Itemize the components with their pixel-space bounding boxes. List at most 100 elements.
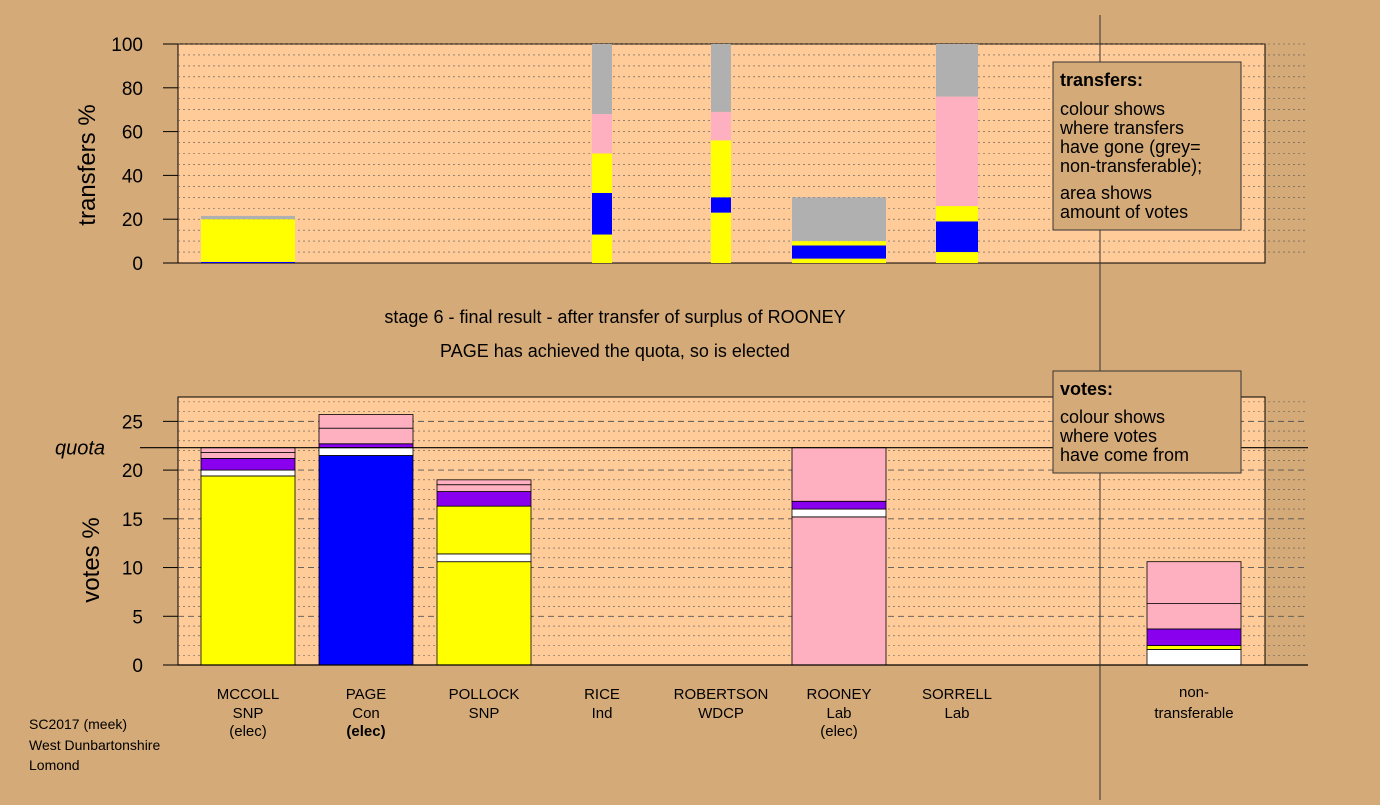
transfer-segment xyxy=(592,153,612,193)
transfer-segment xyxy=(592,114,612,154)
vote-segment xyxy=(791,447,887,502)
transfer-segment xyxy=(711,140,731,198)
vote-segment xyxy=(436,491,532,507)
vote-segment xyxy=(200,469,296,477)
vote-segment xyxy=(200,447,296,453)
vote-segment xyxy=(791,516,887,666)
transfers-legend-line: area shows xyxy=(1060,183,1152,203)
transfers-legend: transfers: colour shows where transfers … xyxy=(1052,61,1242,231)
tick-label: 60 xyxy=(122,123,143,144)
transfers-legend-line: where transfers xyxy=(1059,118,1184,138)
vote-segment xyxy=(1146,561,1242,605)
transfers-legend-line: non-transferable); xyxy=(1060,156,1202,176)
transfer-segment xyxy=(711,44,731,112)
transfers-axis-label: transfers % xyxy=(74,104,101,225)
vote-segment xyxy=(318,447,414,456)
transfer-segment xyxy=(592,234,612,263)
candidate-status: (elec) xyxy=(820,723,858,740)
stage-heading: stage 6 - final result - after transfer … xyxy=(384,307,845,327)
vote-segment xyxy=(791,500,887,510)
vote-segment xyxy=(436,484,532,492)
tick-label: 100 xyxy=(111,35,143,56)
tick-label: 20 xyxy=(122,461,143,482)
footer-ward: Lomond xyxy=(29,757,80,773)
axis-ticks: 0 20 40 60 80 100 0 5 10 15 20 25 xyxy=(111,35,1308,677)
vote-segment xyxy=(200,452,296,459)
quota-label: quota xyxy=(55,438,105,460)
votes-legend: votes: colour shows where votes have com… xyxy=(1052,370,1242,474)
tick-label: 0 xyxy=(132,254,143,275)
transfer-segment xyxy=(792,258,886,263)
nontransferable-label: non- xyxy=(1179,684,1209,701)
transfer-segment xyxy=(936,96,978,207)
transfer-segment xyxy=(201,215,295,220)
transfers-bars xyxy=(201,44,978,263)
tick-label: 40 xyxy=(122,166,143,187)
vote-segment xyxy=(1146,628,1242,646)
candidate-name: MCCOLL xyxy=(217,686,280,703)
transfer-segment xyxy=(792,245,886,259)
vote-segment xyxy=(318,455,414,666)
transfer-segment xyxy=(792,241,886,246)
tick-label: 25 xyxy=(122,412,143,433)
candidate-labels: MCCOLL SNP (elec) PAGE Con (elec) POLLOC… xyxy=(217,684,1234,740)
footer-source: SC2017 (meek) xyxy=(29,716,127,732)
tick-label: 20 xyxy=(122,210,143,231)
candidate-name: ROBERTSON xyxy=(674,686,769,703)
candidate-status: (elec) xyxy=(229,723,267,740)
votes-legend-title: votes: xyxy=(1060,379,1113,399)
tick-label: 10 xyxy=(122,559,143,580)
transfer-segment xyxy=(936,252,978,263)
candidate-name: SORRELL xyxy=(922,686,992,703)
candidate-name: PAGE xyxy=(346,686,387,703)
candidate-party: Ind xyxy=(592,705,613,722)
transfers-legend-title: transfers: xyxy=(1060,70,1143,90)
transfer-segment xyxy=(792,197,886,242)
tick-label: 5 xyxy=(132,607,143,628)
transfer-segment xyxy=(711,212,731,263)
candidate-party: SNP xyxy=(233,705,264,722)
tick-label: 80 xyxy=(122,79,143,100)
transfers-legend-line: amount of votes xyxy=(1060,202,1188,222)
candidate-party: WDCP xyxy=(698,705,744,722)
vote-segment xyxy=(1146,645,1242,650)
transfer-segment xyxy=(936,206,978,222)
vote-segment xyxy=(436,553,532,563)
vote-segment xyxy=(436,479,532,486)
elected-heading: PAGE has achieved the quota, so is elect… xyxy=(440,341,790,361)
vote-segment xyxy=(436,561,532,666)
candidate-party: SNP xyxy=(469,705,500,722)
transfer-segment xyxy=(201,219,295,262)
vote-segment xyxy=(200,457,296,471)
transfer-segment xyxy=(936,44,978,97)
nontransferable-label: transferable xyxy=(1154,705,1233,722)
votes-bars xyxy=(200,414,1242,666)
transfer-segment xyxy=(711,197,731,213)
candidate-name: ROONEY xyxy=(806,686,871,703)
candidate-name: RICE xyxy=(584,686,620,703)
votes-legend-line: colour shows xyxy=(1060,407,1165,427)
votes-axis-label: votes % xyxy=(78,517,105,602)
transfer-segment xyxy=(592,192,612,235)
votes-legend-line: where votes xyxy=(1059,426,1157,446)
vote-segment xyxy=(1146,649,1242,666)
transfer-segment xyxy=(592,44,612,115)
vote-segment xyxy=(318,427,414,445)
candidate-party: Con xyxy=(352,705,380,722)
candidate-name: POLLOCK xyxy=(449,686,520,703)
transfer-segment xyxy=(936,221,978,253)
vote-segment xyxy=(436,505,532,555)
footer-council: West Dunbartonshire xyxy=(29,737,160,753)
candidate-status: (elec) xyxy=(346,723,385,740)
vote-segment xyxy=(200,475,296,666)
transfer-segment xyxy=(711,111,731,141)
transfers-legend-line: colour shows xyxy=(1060,99,1165,119)
transfers-legend-line: have gone (grey= xyxy=(1060,137,1201,157)
candidate-party: Lab xyxy=(944,705,969,722)
vote-segment xyxy=(791,508,887,518)
votes-legend-line: have come from xyxy=(1060,445,1189,465)
vote-segment xyxy=(1146,603,1242,630)
vote-segment xyxy=(318,414,414,429)
transfer-segment xyxy=(201,261,295,263)
